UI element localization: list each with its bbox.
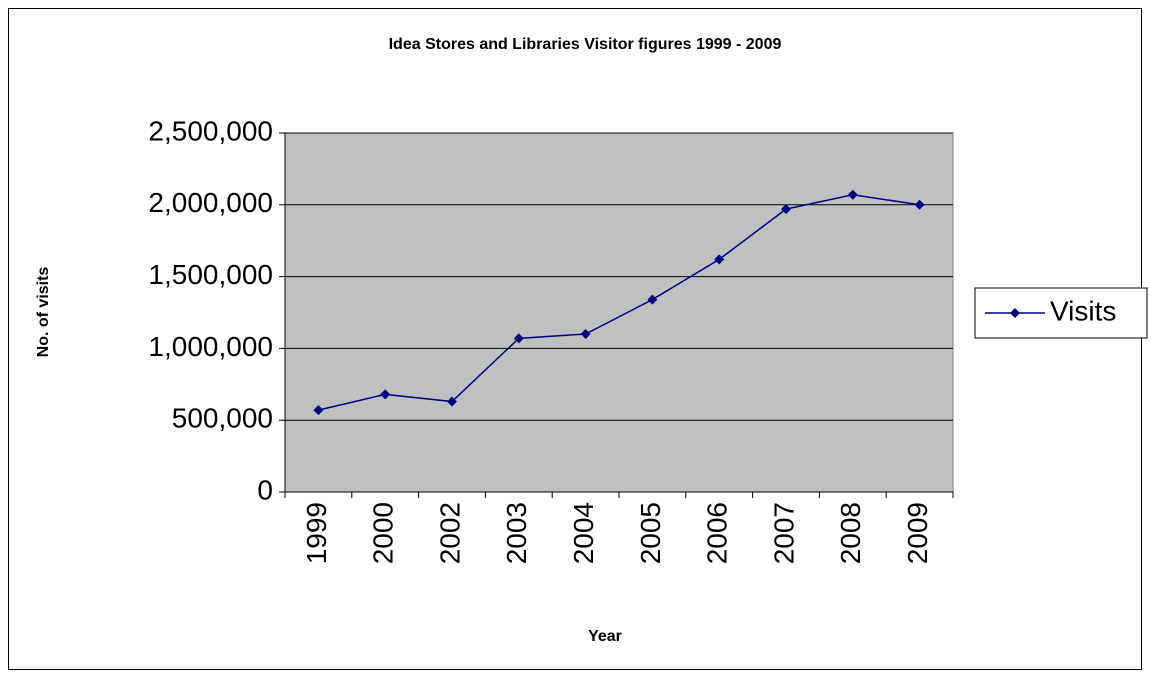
legend-marker	[1010, 308, 1020, 318]
x-tick-label: 2004	[568, 502, 599, 564]
x-tick-label: 2005	[635, 502, 666, 564]
data-point	[313, 405, 324, 416]
y-tick-label: 500,000	[172, 403, 273, 434]
y-axis-title: No. of visits	[35, 267, 52, 358]
data-point	[380, 389, 391, 400]
y-tick-label: 2,000,000	[148, 187, 273, 218]
data-point	[580, 329, 591, 340]
plot-area	[284, 132, 954, 493]
x-tick-label: 2007	[768, 502, 799, 564]
y-tick-label: 0	[257, 474, 273, 505]
x-tick-label: 2006	[702, 502, 733, 564]
data-point	[847, 189, 858, 200]
y-tick-label: 1,500,000	[148, 259, 273, 290]
y-tick-label: 2,500,000	[148, 115, 273, 146]
x-tick-label: 2003	[501, 502, 532, 564]
data-point	[513, 333, 524, 344]
x-tick-label: 2008	[835, 502, 866, 564]
x-tick-label: 2002	[434, 502, 465, 564]
data-point	[781, 204, 791, 215]
legend-label: Visits	[1050, 295, 1116, 326]
data-point	[914, 199, 925, 210]
x-tick-label: 1999	[301, 502, 332, 564]
series-line	[318, 193, 920, 411]
x-tick-label: 2000	[368, 502, 399, 564]
data-point	[714, 254, 725, 265]
data-point	[647, 294, 658, 305]
x-axis-title: Year	[588, 628, 622, 645]
x-tick-label: 2009	[902, 502, 933, 564]
data-point	[447, 396, 457, 407]
chart-title: Idea Stores and Libraries Visitor figure…	[389, 36, 782, 53]
y-tick-label: 1,000,000	[148, 331, 273, 362]
